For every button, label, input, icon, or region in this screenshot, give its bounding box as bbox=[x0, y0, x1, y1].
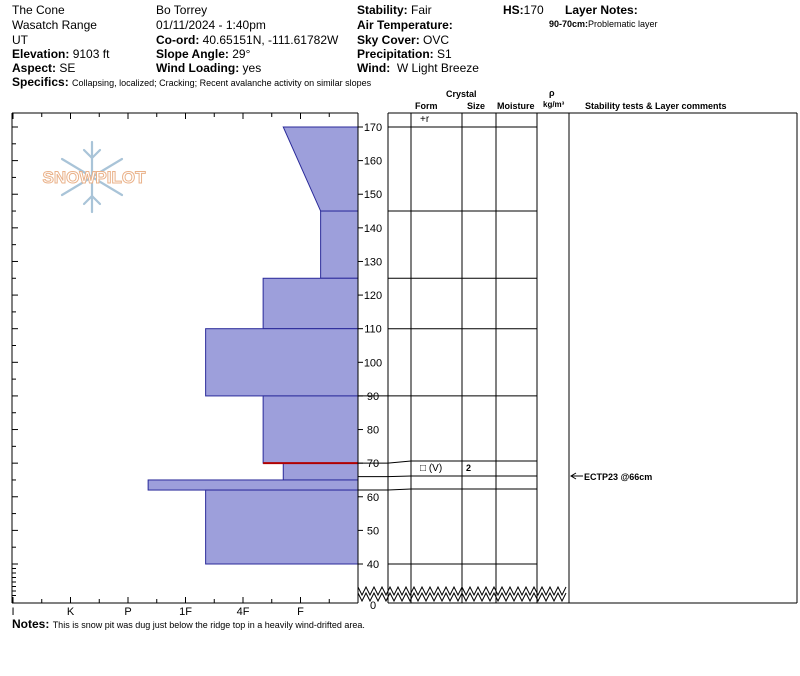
rho-header: ρ bbox=[549, 88, 555, 98]
moisture-header: Moisture bbox=[497, 101, 535, 111]
sky-value: OVC bbox=[423, 33, 450, 47]
observer: Bo Torrey bbox=[156, 3, 208, 17]
slope-angle: Slope Angle: 29° bbox=[156, 47, 250, 61]
height-label: 110 bbox=[364, 324, 382, 336]
height-label: 140 bbox=[364, 223, 382, 235]
snowpilot-logo: SNOWPILOT bbox=[42, 140, 147, 214]
layer-link bbox=[387, 460, 412, 464]
specifics-value: Collapsing, localized; Cracking; Recent … bbox=[72, 78, 372, 88]
height-label: 0 bbox=[370, 600, 376, 612]
height-label: 160 bbox=[364, 156, 382, 168]
layer-notes: 90-70cm:Problematic layer bbox=[549, 19, 658, 30]
height-label: 150 bbox=[364, 189, 382, 201]
wind-loading: Wind Loading: yes bbox=[156, 61, 261, 75]
height-label: 120 bbox=[364, 290, 382, 302]
stability-value: Fair bbox=[411, 3, 432, 17]
layer-bar bbox=[205, 489, 359, 565]
hs-label: HS: bbox=[503, 3, 524, 17]
height-label: 80 bbox=[367, 425, 379, 437]
axis-break-zigzag bbox=[357, 591, 567, 603]
snowflake-icon bbox=[60, 140, 124, 214]
height-label: 170 bbox=[364, 122, 382, 134]
layer-bar bbox=[262, 277, 359, 330]
air-temp-label: Air Temperature: bbox=[357, 18, 453, 32]
hardness-label: 4F bbox=[237, 606, 250, 618]
sky-cover: Sky Cover: OVC bbox=[357, 33, 449, 47]
grain-form: +r bbox=[420, 114, 430, 125]
mountain-range: Wasatch Range bbox=[12, 18, 97, 32]
form-header: Form bbox=[415, 101, 438, 111]
hardness-label: F bbox=[297, 606, 304, 618]
coordinates: Co-ord: 40.65151N, -111.61782W bbox=[156, 33, 338, 47]
sky-label: Sky Cover: bbox=[357, 33, 420, 47]
elevation-value: 9103 ft bbox=[72, 47, 110, 61]
wind-value: W Light Breeze bbox=[396, 61, 479, 75]
aspect: Aspect: SE bbox=[12, 61, 75, 75]
layer-bar bbox=[205, 328, 359, 397]
aspect-label: Aspect: bbox=[12, 61, 57, 75]
hs-value: 170 bbox=[523, 3, 544, 17]
hardness-label: P bbox=[124, 606, 131, 618]
precip-value: S1 bbox=[437, 47, 452, 61]
height-label: 70 bbox=[367, 458, 379, 470]
notes-text: This is snow pit was dug just below the … bbox=[52, 620, 365, 630]
layer-bar bbox=[147, 479, 359, 491]
date-time: 01/11/2024 - 1:40pm bbox=[156, 18, 266, 32]
wind-loading-value: yes bbox=[242, 61, 262, 75]
air-temperature: Air Temperature: bbox=[357, 18, 453, 32]
grain-form: □ (V) bbox=[420, 463, 442, 474]
state: UT bbox=[12, 33, 28, 47]
precip-label: Precipitation: bbox=[357, 47, 434, 61]
coord-label: Co-ord: bbox=[156, 33, 200, 47]
layer-bar bbox=[320, 210, 359, 279]
height-label: 50 bbox=[367, 525, 379, 537]
axis-break-zigzag bbox=[357, 585, 567, 597]
layer-notes-label: Layer Notes: bbox=[565, 3, 638, 17]
stability: Stability: Fair bbox=[357, 3, 432, 17]
notes-label: Notes: bbox=[12, 617, 50, 631]
notes: Notes: This is snow pit was dug just bel… bbox=[12, 617, 365, 631]
layer-notes-range: 90-70cm: bbox=[549, 19, 589, 29]
elevation: Elevation: 9103 ft bbox=[12, 47, 109, 61]
wind-loading-label: Wind Loading: bbox=[156, 61, 240, 75]
layer-notes-text: Problematic layer bbox=[588, 19, 658, 29]
wind-label: Wind: bbox=[357, 61, 391, 75]
stability-test-label: ECTP23 @66cm bbox=[584, 472, 652, 482]
hs: HS:170 bbox=[503, 3, 544, 17]
layer-bar bbox=[282, 462, 359, 481]
hardness-label: 1F bbox=[179, 606, 192, 618]
elevation-label: Elevation: bbox=[12, 47, 70, 61]
stability-label: Stability: bbox=[357, 3, 408, 17]
aspect-value: SE bbox=[59, 61, 76, 75]
logo-text: SNOWPILOT bbox=[43, 168, 147, 187]
precipitation: Precipitation: S1 bbox=[357, 47, 452, 61]
specifics: Specifics: Collapsing, localized; Cracki… bbox=[12, 75, 371, 89]
height-label: 60 bbox=[367, 492, 379, 504]
test-arrow-icon bbox=[570, 472, 577, 480]
density-unit-header: kg/m³ bbox=[543, 100, 565, 109]
layer-bar bbox=[262, 395, 359, 464]
crystal-header: Crystal bbox=[446, 89, 477, 99]
slope-value: 29° bbox=[232, 47, 251, 61]
height-label: 100 bbox=[364, 357, 382, 369]
height-label: 90 bbox=[367, 391, 379, 403]
coord-value: 40.65151N, -111.61782W bbox=[202, 33, 339, 47]
location-name: The Cone bbox=[12, 3, 65, 17]
hardness-label: K bbox=[67, 606, 75, 618]
layer-bar bbox=[282, 126, 359, 212]
comments-header: Stability tests & Layer comments bbox=[585, 101, 727, 111]
layer-link bbox=[387, 488, 412, 491]
specifics-label: Specifics: bbox=[12, 75, 69, 89]
slope-label: Slope Angle: bbox=[156, 47, 229, 61]
hardness-label: I bbox=[11, 606, 14, 618]
layer-link bbox=[387, 475, 412, 478]
height-label: 40 bbox=[367, 559, 379, 571]
wind: Wind: W Light Breeze bbox=[357, 61, 479, 75]
grain-size: 2 bbox=[466, 463, 471, 473]
height-label: 130 bbox=[364, 256, 382, 268]
size-header: Size bbox=[467, 101, 486, 111]
